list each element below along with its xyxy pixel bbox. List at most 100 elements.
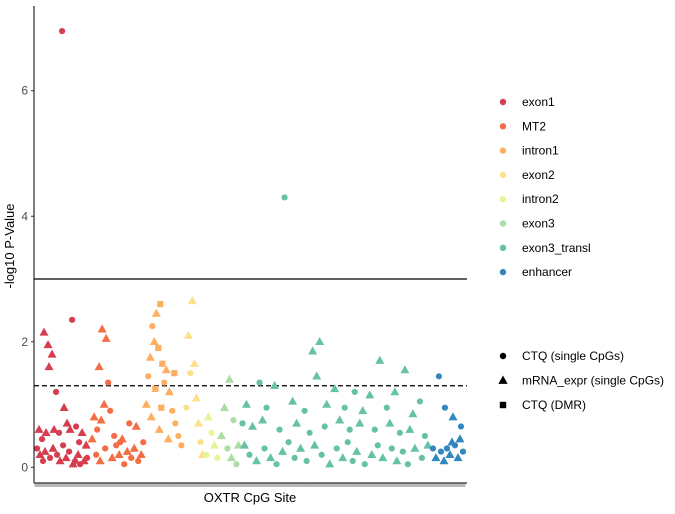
data-point — [374, 442, 381, 449]
x-axis-title: OXTR CpG Site — [204, 490, 296, 505]
data-point — [437, 448, 445, 455]
data-point — [46, 454, 54, 461]
data-point — [121, 461, 128, 468]
legend-region-key — [499, 196, 507, 203]
y-tick-label: 6 — [21, 84, 28, 98]
data-point — [361, 461, 368, 468]
data-point — [136, 449, 146, 459]
data-point — [145, 373, 152, 380]
data-point — [149, 322, 156, 330]
data-point — [445, 449, 455, 459]
data-point — [209, 440, 219, 449]
data-point — [175, 432, 182, 440]
data-point — [392, 456, 402, 465]
data-point — [352, 446, 362, 455]
legend-region-label: exon1 — [522, 95, 555, 109]
data-point — [73, 449, 83, 459]
data-point — [341, 404, 348, 411]
data-point — [371, 426, 378, 433]
data-point — [318, 451, 325, 458]
data-point — [233, 440, 243, 449]
plot-area — [33, 28, 467, 468]
data-point — [72, 423, 80, 430]
data-point — [335, 415, 345, 424]
data-point — [47, 349, 57, 358]
data-point — [346, 426, 353, 433]
data-point — [263, 404, 270, 411]
data-point — [276, 426, 283, 433]
data-point — [291, 454, 298, 461]
data-point — [59, 442, 67, 449]
data-point — [77, 427, 87, 437]
data-point — [44, 362, 54, 371]
data-point — [281, 194, 288, 201]
data-point — [34, 424, 44, 433]
data-point — [129, 443, 139, 452]
data-point — [448, 412, 458, 421]
legend-region-key — [499, 244, 507, 251]
data-point — [457, 423, 465, 430]
data-point — [239, 440, 249, 449]
data-point — [152, 385, 159, 392]
data-point — [171, 370, 178, 377]
data-point — [39, 327, 49, 336]
data-point — [169, 407, 176, 414]
data-point — [76, 439, 83, 446]
data-point — [151, 308, 161, 317]
data-point — [230, 417, 237, 424]
data-point — [219, 402, 229, 411]
data-point — [408, 409, 418, 418]
y-tick-label: 4 — [21, 209, 28, 223]
legend-shape-label: CTQ (single CpGs) — [522, 349, 624, 363]
data-point — [187, 296, 197, 305]
data-point — [35, 449, 45, 459]
data-point — [322, 399, 332, 408]
legend-shape-key — [498, 375, 508, 384]
data-point — [455, 434, 465, 443]
data-point — [301, 407, 308, 414]
data-point — [278, 446, 288, 455]
data-point — [338, 453, 348, 462]
data-point — [55, 456, 65, 465]
data-point — [349, 457, 356, 465]
data-point — [388, 445, 395, 452]
data-point — [49, 424, 59, 433]
data-point — [405, 424, 415, 433]
legend-region-label: intron2 — [522, 192, 559, 206]
data-point — [447, 437, 457, 446]
data-point — [303, 457, 310, 465]
data-point — [84, 454, 91, 461]
data-point — [183, 404, 190, 411]
data-point — [258, 415, 268, 424]
data-point — [441, 404, 449, 411]
data-point — [378, 453, 388, 462]
data-point — [208, 429, 215, 436]
legend-shape-label: CTQ (DMR) — [522, 398, 586, 412]
data-point — [224, 374, 234, 383]
legend-region-label: intron1 — [522, 144, 559, 158]
legend-shape-key — [499, 401, 507, 409]
data-point — [330, 384, 340, 393]
data-point — [155, 344, 162, 352]
data-point — [93, 451, 100, 458]
data-point — [189, 358, 199, 368]
data-point — [114, 449, 124, 459]
legend-region-key — [499, 171, 507, 179]
data-point — [385, 418, 395, 427]
data-point — [435, 373, 443, 380]
data-point — [418, 454, 425, 461]
data-point — [248, 421, 257, 430]
data-point — [122, 446, 132, 455]
data-point — [312, 371, 322, 380]
data-point — [146, 412, 156, 421]
data-point — [61, 453, 71, 462]
data-point — [58, 28, 66, 35]
data-point — [233, 461, 240, 468]
data-point — [375, 355, 385, 364]
legend-region-key — [499, 147, 507, 154]
data-point — [355, 418, 365, 427]
data-point — [214, 454, 221, 461]
data-point — [161, 379, 168, 386]
data-point — [71, 457, 79, 465]
